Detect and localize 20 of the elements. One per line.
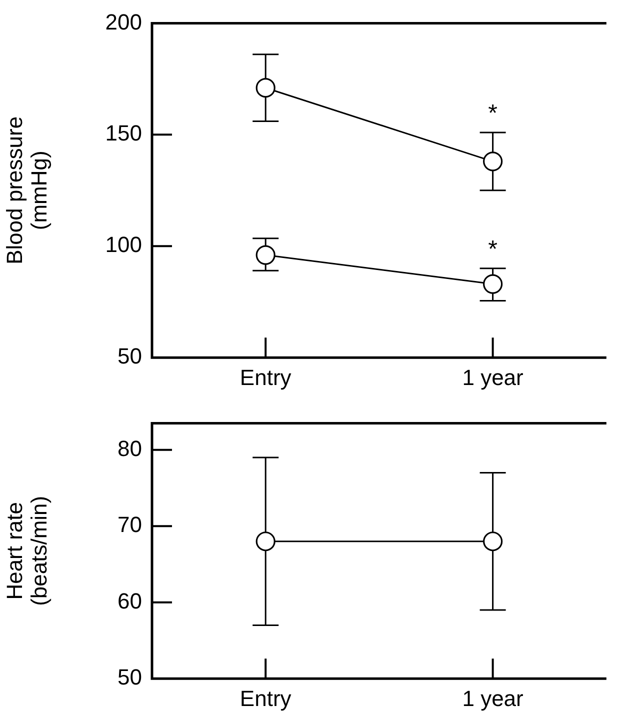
y-tick-label: 150	[105, 120, 142, 146]
annotation: *	[488, 100, 498, 128]
y-tick-label: 100	[105, 232, 142, 258]
y-tick-label: 80	[118, 436, 142, 461]
x-tick-label: Entry	[240, 364, 292, 390]
point	[256, 245, 276, 265]
y-tick-label: 200	[105, 9, 142, 34]
x-tick-label: 1 year	[462, 686, 524, 711]
point	[256, 78, 276, 98]
y-tick-label: 60	[118, 588, 142, 614]
y-tick-label: 50	[118, 664, 142, 690]
x-tick-label: Entry	[240, 686, 292, 711]
x-tick-label: 1 year	[462, 364, 524, 390]
y-tick-label: 70	[118, 512, 142, 538]
y-axis-title: Heart rate (beats/min)	[2, 496, 52, 606]
point	[483, 274, 503, 294]
point	[483, 152, 503, 172]
annotation: *	[488, 236, 498, 264]
y-axis-title: Blood pressure (mmHg)	[2, 116, 52, 264]
y-tick-label: 50	[118, 344, 142, 369]
